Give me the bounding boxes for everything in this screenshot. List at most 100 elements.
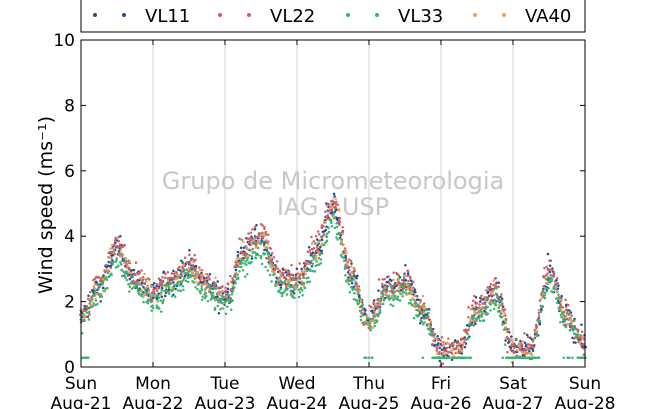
data-point xyxy=(442,343,446,347)
data-point xyxy=(346,281,350,284)
data-point xyxy=(480,298,483,301)
data-point xyxy=(409,277,412,280)
data-point xyxy=(186,276,190,280)
data-point xyxy=(474,295,478,299)
data-point xyxy=(537,314,541,317)
data-point xyxy=(373,321,376,325)
data-point xyxy=(252,237,256,241)
data-point xyxy=(279,281,283,284)
data-point xyxy=(261,224,264,227)
data-point xyxy=(526,346,529,349)
data-point xyxy=(320,242,324,245)
data-point xyxy=(96,302,99,306)
data-point xyxy=(117,249,121,253)
data-point xyxy=(182,268,186,271)
data-point xyxy=(568,329,572,332)
data-point xyxy=(348,272,351,276)
data-point xyxy=(449,349,453,353)
data-point xyxy=(489,282,493,286)
data-point xyxy=(155,304,158,307)
data-point xyxy=(406,292,409,296)
data-point xyxy=(284,268,288,271)
data-point xyxy=(470,316,473,319)
data-point xyxy=(176,281,180,284)
data-point xyxy=(535,329,539,333)
data-point xyxy=(276,267,280,270)
data-point xyxy=(122,274,125,278)
data-point xyxy=(561,306,565,309)
data-point xyxy=(473,294,476,298)
data-point xyxy=(85,311,89,314)
data-point xyxy=(138,293,141,296)
data-point xyxy=(495,286,498,290)
data-point xyxy=(245,263,248,266)
data-point xyxy=(436,334,439,338)
data-point xyxy=(390,295,394,299)
data-point xyxy=(461,344,465,348)
data-point xyxy=(544,273,548,277)
data-point xyxy=(242,258,245,262)
y-tick-label: 4 xyxy=(64,227,75,247)
data-point xyxy=(147,290,150,293)
data-point xyxy=(119,255,122,258)
data-point xyxy=(431,342,434,346)
data-point xyxy=(101,283,104,286)
data-point xyxy=(340,240,343,243)
data-point xyxy=(540,304,544,308)
gridlines xyxy=(152,40,514,367)
data-point xyxy=(213,299,217,302)
data-point xyxy=(366,323,369,326)
data-point xyxy=(183,272,187,276)
data-point xyxy=(300,270,303,273)
data-point xyxy=(97,286,100,290)
x-tick-label-day: Thu xyxy=(352,374,385,394)
data-point xyxy=(535,334,539,338)
data-point xyxy=(161,279,165,283)
data-point xyxy=(333,226,337,230)
data-point xyxy=(412,286,415,290)
data-point xyxy=(367,356,371,360)
data-point xyxy=(371,326,374,330)
data-point xyxy=(435,337,438,341)
data-point xyxy=(233,265,236,269)
data-point xyxy=(435,352,439,355)
data-point xyxy=(187,266,191,270)
data-point xyxy=(560,315,564,318)
data-point xyxy=(413,294,416,297)
data-point xyxy=(322,225,325,228)
data-point xyxy=(161,300,165,303)
data-point xyxy=(543,276,546,279)
data-point xyxy=(544,278,548,281)
data-point xyxy=(544,287,548,291)
data-point xyxy=(421,356,425,360)
data-point xyxy=(332,192,336,196)
data-point xyxy=(379,295,383,299)
data-point xyxy=(381,302,385,306)
data-point xyxy=(253,226,257,229)
data-point xyxy=(236,250,240,254)
data-point xyxy=(190,274,194,277)
data-point xyxy=(567,303,570,307)
data-point xyxy=(564,298,567,302)
data-point xyxy=(262,240,265,243)
data-point xyxy=(568,322,572,326)
data-point xyxy=(128,285,132,289)
data-point xyxy=(180,274,184,278)
data-point xyxy=(298,262,301,265)
data-point xyxy=(333,201,336,205)
data-point xyxy=(246,254,249,258)
x-tick-label-day: Wed xyxy=(278,374,315,394)
data-point xyxy=(449,355,452,359)
data-point xyxy=(370,309,373,313)
data-point xyxy=(314,256,318,259)
data-point xyxy=(173,295,177,298)
data-point xyxy=(555,278,558,282)
data-point xyxy=(87,356,90,360)
data-point xyxy=(263,248,266,252)
data-point xyxy=(135,282,139,285)
data-point xyxy=(526,335,530,339)
data-point xyxy=(499,310,503,314)
data-point xyxy=(469,322,472,326)
data-point xyxy=(550,274,553,277)
data-point xyxy=(489,309,492,312)
